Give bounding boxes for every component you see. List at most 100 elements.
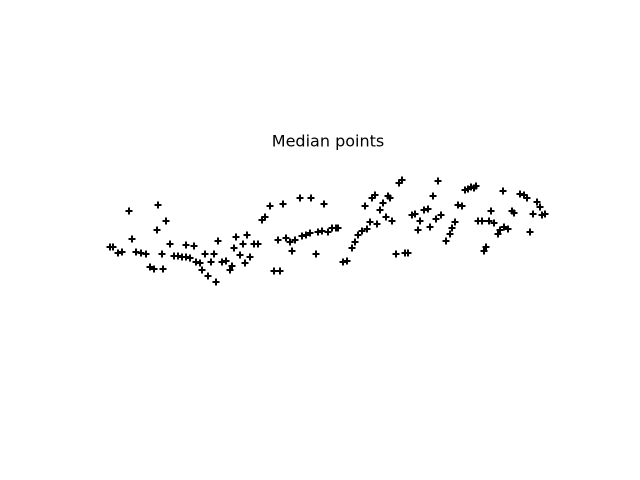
point [196,259,204,267]
point [523,194,531,202]
point [480,247,488,255]
point [236,251,244,259]
point [324,228,332,236]
point [266,202,274,210]
point [274,236,282,244]
point [159,265,167,273]
point [239,240,247,248]
point [411,210,419,218]
point [246,253,254,261]
point [536,203,544,211]
point [482,243,490,251]
point [230,244,238,252]
point [296,194,304,202]
point [142,250,150,258]
point [541,210,549,218]
point [429,192,437,200]
point [426,223,434,231]
point [398,176,406,184]
point [442,237,450,245]
point [154,201,162,209]
point [494,230,502,238]
point [458,202,466,210]
point [150,265,158,273]
point [286,238,294,246]
point [376,206,384,214]
point [510,209,518,217]
point [109,243,117,251]
point [222,257,230,265]
point [241,259,249,267]
point [490,219,498,227]
point [414,226,422,234]
point [437,211,445,219]
point [198,266,206,274]
point [162,217,170,225]
point [207,258,215,266]
point [288,247,296,255]
point [210,250,218,258]
point [472,182,480,190]
point [386,194,394,202]
point [186,254,194,262]
point [307,194,315,202]
point [318,227,326,235]
point [343,257,351,265]
point [228,262,236,270]
point [446,230,454,238]
point [485,217,493,225]
point [201,250,209,258]
point [212,278,220,286]
point [348,244,356,252]
point [282,234,290,242]
point [478,217,486,225]
point [434,177,442,185]
point [404,249,412,257]
point [279,200,287,208]
point [496,226,504,234]
point [125,207,133,215]
point [504,225,512,233]
point [371,191,379,199]
point [158,250,166,258]
point [382,213,390,221]
point [153,226,161,234]
point [363,225,371,233]
point [320,200,328,208]
point [232,233,240,241]
point [451,218,459,226]
point [128,235,136,243]
point [118,248,126,256]
chart-title: Median points [272,132,384,151]
point [373,220,381,228]
point [190,242,198,250]
point [361,202,369,210]
point [276,267,284,275]
point [243,231,251,239]
point [302,231,310,239]
point [388,217,396,225]
point [226,266,234,274]
point [334,224,342,232]
point [487,207,495,215]
point [366,218,374,226]
point [354,231,362,239]
point [214,237,222,245]
point [529,210,537,218]
point [182,241,190,249]
point [291,236,299,244]
point [254,240,262,248]
point [166,240,174,248]
point [416,217,424,225]
point [379,199,387,207]
point [270,267,278,275]
point [392,250,400,258]
point [312,250,320,258]
point [358,227,366,235]
point [526,228,534,236]
point [261,213,269,221]
point [448,224,456,232]
point [351,238,359,246]
